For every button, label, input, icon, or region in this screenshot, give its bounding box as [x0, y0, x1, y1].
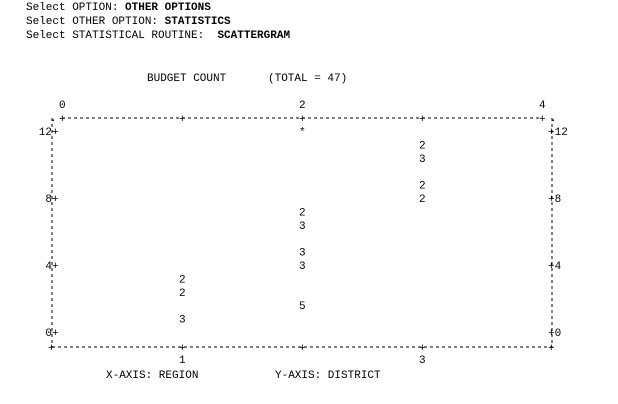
y-axis-ticks: 12+ +12 8+ +8 4+ +4 0+ +0: [39, 127, 568, 340]
scatter-point-count: 3: [299, 261, 306, 273]
scatter-point-count: 2: [299, 207, 306, 219]
right-y-tick-label: +8: [548, 194, 561, 206]
bottom-axis-ticks: +1+3++ +: [48, 343, 555, 367]
right-y-tick-label: +4: [548, 261, 562, 273]
plot-frame: ..: [50, 113, 557, 348]
scatter-point-count: 3: [179, 315, 186, 327]
other-option-prompt-label: Select OTHER OPTION:: [26, 16, 165, 28]
scatter-point-count: 2: [179, 274, 186, 286]
statistical-routine-prompt-label: Select STATISTICAL ROUTINE:: [26, 30, 218, 42]
right-y-tick-label: +0: [548, 328, 561, 340]
top-tick-mark: +: [299, 114, 306, 126]
bottom-tick-mark: +: [179, 343, 186, 355]
chart-title: BUDGET COUNT: [147, 73, 227, 85]
left-y-tick-label: 4+: [45, 261, 58, 273]
top-tick-label: 0: [59, 100, 66, 112]
top-minor-tick-mark: +: [419, 114, 426, 126]
option-prompt-value: OTHER OPTIONS: [125, 2, 211, 14]
scatter-point-count: 2: [419, 181, 426, 193]
scatter-point-count: 5: [299, 301, 306, 313]
scatter-point-count: 2: [419, 140, 426, 152]
bottom-tick-mark: +: [419, 343, 426, 355]
top-axis-ticks: 0 +2 +4 + + +: [59, 100, 546, 126]
bottom-tick-label: 3: [419, 355, 426, 367]
scatter-point-count: 2: [419, 194, 426, 206]
top-tick-label: 2: [299, 100, 306, 112]
other-option-prompt: Select OTHER OPTION: STATISTICS: [26, 16, 231, 29]
scatter-point-count: 3: [419, 154, 426, 166]
top-minor-tick-mark: +: [179, 114, 186, 126]
statistical-routine-prompt-value: SCATTERGRAM: [217, 30, 291, 42]
scatter-point-count: 3: [299, 248, 306, 260]
scatter-point-count: *: [299, 127, 306, 139]
frame-corner-top-left: .: [50, 113, 57, 125]
x-axis-label: X-AXIS: REGION: [106, 370, 198, 382]
scatter-point-count: 2: [179, 288, 186, 300]
right-y-tick-label: +12: [548, 127, 568, 139]
y-axis-label: Y-AXIS: DISTRICT: [275, 370, 381, 382]
bottom-right-corner-mark: +: [548, 343, 555, 355]
top-tick-label: 4: [539, 100, 546, 112]
option-prompt-label: Select OPTION:: [26, 2, 126, 14]
bottom-tick-label: 1: [179, 355, 186, 367]
scatter-point-count: 3: [299, 221, 306, 233]
other-option-prompt-value: STATISTICS: [164, 16, 231, 28]
left-y-tick-label: 0+: [45, 328, 58, 340]
chart-total: (TOTAL = 47): [268, 73, 347, 85]
statistical-routine-prompt: Select STATISTICAL ROUTINE: SCATTERGRAM: [26, 30, 290, 43]
bottom-minor-tick-mark: +: [299, 343, 306, 355]
option-prompt: Select OPTION: OTHER OPTIONS: [26, 2, 211, 15]
top-tick-mark: +: [59, 114, 66, 126]
left-y-tick-label: 12+: [39, 127, 59, 139]
top-tick-mark: +: [539, 114, 546, 126]
bottom-left-corner-mark: +: [48, 343, 55, 355]
left-y-tick-label: 8+: [45, 194, 58, 206]
frame-corner-top-right: .: [550, 113, 557, 125]
